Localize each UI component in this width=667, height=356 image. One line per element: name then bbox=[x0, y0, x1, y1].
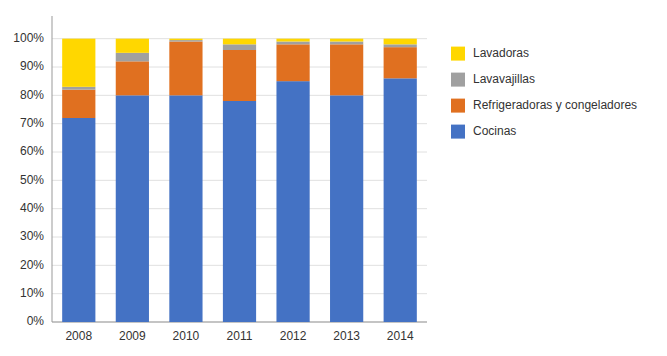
y-tick-label: 30% bbox=[20, 229, 44, 243]
bar-segment: Lavadoras 2008: 17 bbox=[62, 39, 95, 87]
legend-label: Cocinas bbox=[473, 124, 516, 138]
bar-segment: Lavadoras 2013: 1 bbox=[330, 39, 363, 42]
x-tick-label: 2014 bbox=[387, 329, 414, 343]
bar-segment: Lavadoras 2009: 5 bbox=[116, 39, 149, 53]
bars: Cocinas 2008: 72 Cocinas 2009: 80 Cocinas … bbox=[62, 39, 417, 322]
bar-segment: Refrigeradoras y congeladores 2010: 19 bbox=[169, 42, 202, 96]
y-axis-line bbox=[52, 16, 53, 322]
legend-swatch bbox=[451, 47, 465, 61]
y-tick-label: 80% bbox=[20, 88, 44, 102]
legend-label: Lavadoras bbox=[473, 46, 529, 60]
bar-segment: Lavavajillas 2009: 3 bbox=[116, 53, 149, 62]
y-tick-label: 20% bbox=[20, 258, 44, 272]
bar-segment: Refrigeradoras y congeladores 2009: 12 bbox=[116, 61, 149, 95]
bar-segment: Refrigeradoras y congeladores 2011: 18 bbox=[223, 50, 256, 101]
x-tick-label: 2011 bbox=[227, 329, 253, 343]
x-tick-label: 2009 bbox=[119, 329, 146, 343]
bar-segment: Cocinas 2012: 85 bbox=[276, 81, 309, 322]
bar-segment: Cocinas 2010: 80 bbox=[169, 95, 202, 322]
legend-swatch bbox=[451, 99, 465, 113]
x-tick-label: 2010 bbox=[173, 329, 200, 343]
legend-label: Lavavajillas bbox=[473, 72, 535, 86]
bar-segment: Refrigeradoras y congeladores 2013: 18 bbox=[330, 44, 363, 95]
bar-segment: Refrigeradoras y congeladores 2012: 13 bbox=[276, 44, 309, 81]
y-tick-label: 10% bbox=[20, 286, 44, 300]
y-tick-label: 60% bbox=[20, 144, 44, 158]
bar-segment: Cocinas 2011: 78 bbox=[223, 101, 256, 322]
bar-segment: Lavavajillas 2012: 1 bbox=[276, 42, 309, 45]
bar-segment: Lavavajillas 2010: 0.5 bbox=[169, 40, 202, 41]
y-tick-label: 90% bbox=[20, 59, 44, 73]
bar-segment: Lavavajillas 2008: 1 bbox=[62, 87, 95, 90]
y-tick-label: 100% bbox=[13, 31, 44, 45]
bar-segment: Cocinas 2009: 80 bbox=[116, 95, 149, 322]
bar-segment: Lavavajillas 2011: 2 bbox=[223, 44, 256, 50]
chart-svg: 0% 10% 20% 30% 40% 50% 60% 70% 80% 90% 100% 2008 200… bbox=[0, 0, 667, 356]
y-tick-label: 50% bbox=[20, 173, 44, 187]
x-tick-label: 2013 bbox=[333, 329, 360, 343]
grid bbox=[52, 39, 427, 322]
bar-segment: Lavavajillas 2014: 1 bbox=[384, 44, 417, 47]
x-tick-label: 2012 bbox=[280, 329, 307, 343]
x-tick-label: 2008 bbox=[65, 329, 92, 343]
bar-segment: Refrigeradoras y congeladores 2008: 10 bbox=[62, 90, 95, 118]
y-tick-label: 0% bbox=[27, 314, 45, 328]
legend-label: Refrigeradoras y congeladores bbox=[473, 98, 637, 112]
bar-segment: Lavadoras 2012: 1 bbox=[276, 39, 309, 42]
bar-segment: Lavadoras 2010: 0.5 bbox=[169, 39, 202, 40]
axes: 0% 10% 20% 30% 40% 50% 60% 70% 80% 90% 100% 2008 200… bbox=[13, 16, 427, 343]
legend-swatch bbox=[451, 73, 465, 87]
bar-segment: Refrigeradoras y congeladores 2014: 11 bbox=[384, 47, 417, 78]
bar-segment: Cocinas 2013: 80 bbox=[330, 95, 363, 322]
legend-swatch bbox=[451, 125, 465, 139]
y-tick-label: 40% bbox=[20, 201, 44, 215]
bar-segment: Lavadoras 2014: 2 bbox=[384, 39, 417, 45]
chart-container: 0% 10% 20% 30% 40% 50% 60% 70% 80% 90% 100% 2008 200… bbox=[0, 0, 667, 356]
bar-segment: Cocinas 2014: 86 bbox=[384, 78, 417, 322]
bar-segment: Lavavajillas 2013: 1 bbox=[330, 42, 363, 45]
bar-segment: Lavadoras 2011: 2 bbox=[223, 39, 256, 45]
legend: Lavadoras Lavavajillas Refrigeradoras y co… bbox=[451, 46, 637, 139]
y-tick-label: 70% bbox=[20, 116, 44, 130]
bar-segment: Cocinas 2008: 72 bbox=[62, 118, 95, 322]
